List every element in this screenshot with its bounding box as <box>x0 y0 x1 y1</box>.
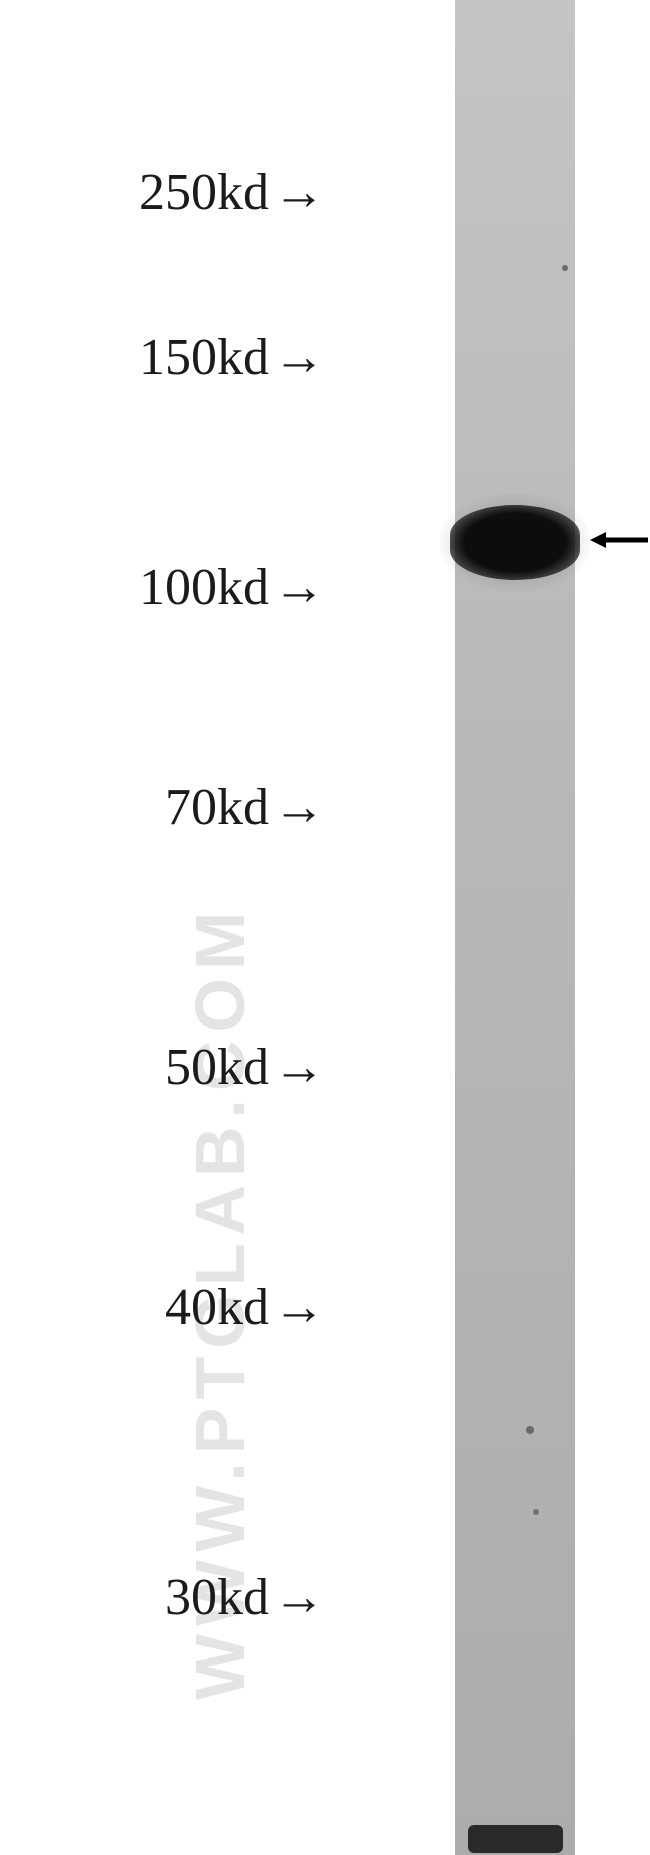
mw-marker-50: 50kd→ <box>65 1038 325 1097</box>
mw-marker-150: 150kd→ <box>35 328 325 387</box>
right-arrow-icon: → <box>273 163 325 222</box>
watermark-text: WWW.PTGLAB.COM <box>180 200 260 1700</box>
mw-marker-label: 70kd <box>165 778 269 837</box>
band-pointer-arrow <box>590 525 650 555</box>
right-arrow-icon: → <box>273 1038 325 1097</box>
mw-marker-label: 40kd <box>165 1278 269 1337</box>
right-arrow-icon: → <box>273 328 325 387</box>
detected-band <box>450 505 580 580</box>
mw-marker-70: 70kd→ <box>65 778 325 837</box>
artifact-spot <box>562 265 568 271</box>
right-arrow-icon: → <box>273 1278 325 1337</box>
mw-marker-40: 40kd→ <box>65 1278 325 1337</box>
mw-marker-label: 100kd <box>139 558 269 617</box>
mw-marker-label: 150kd <box>139 328 269 387</box>
mw-marker-label: 50kd <box>165 1038 269 1097</box>
mw-marker-30: 30kd→ <box>65 1568 325 1627</box>
pointer-svg <box>590 525 650 555</box>
mw-marker-label: 30kd <box>165 1568 269 1627</box>
mw-marker-250: 250kd→ <box>35 163 325 222</box>
artifact-spot <box>533 1509 539 1515</box>
bottom-partial-band <box>468 1825 563 1853</box>
mw-marker-label: 250kd <box>139 163 269 222</box>
gel-lane <box>455 0 575 1855</box>
blot-container: WWW.PTGLAB.COM 250kd→150kd→100kd→70kd→50… <box>0 0 650 1855</box>
right-arrow-icon: → <box>273 558 325 617</box>
right-arrow-icon: → <box>273 1568 325 1627</box>
right-arrow-icon: → <box>273 778 325 837</box>
mw-marker-100: 100kd→ <box>35 558 325 617</box>
artifact-spot <box>526 1426 534 1434</box>
